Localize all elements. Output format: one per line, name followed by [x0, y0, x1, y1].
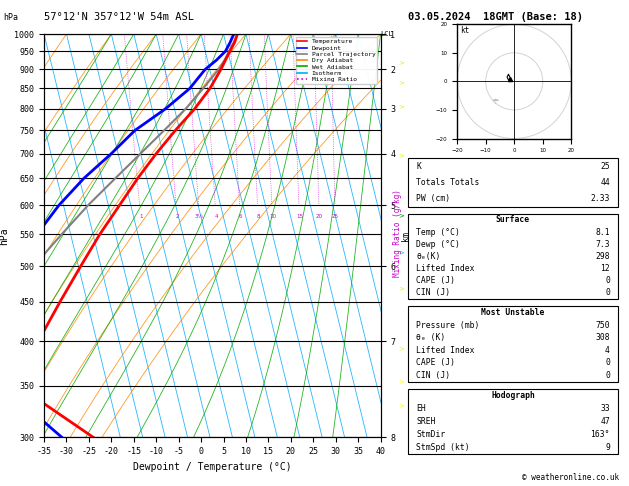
Text: θₑ (K): θₑ (K) [416, 333, 445, 342]
Text: 44: 44 [600, 178, 610, 187]
Text: LCL: LCL [381, 31, 393, 37]
Text: >: > [398, 378, 404, 384]
Text: Pressure (mb): Pressure (mb) [416, 320, 479, 330]
Text: © weatheronline.co.uk: © weatheronline.co.uk [523, 473, 620, 482]
Text: 57°12'N 357°12'W 54m ASL: 57°12'N 357°12'W 54m ASL [44, 12, 194, 22]
Text: PW (cm): PW (cm) [416, 194, 450, 203]
Text: hPa: hPa [3, 13, 18, 22]
Text: 03.05.2024  18GMT (Base: 18): 03.05.2024 18GMT (Base: 18) [408, 12, 582, 22]
Text: Mixing Ratio (g/kg): Mixing Ratio (g/kg) [393, 190, 402, 277]
Text: 4: 4 [214, 214, 218, 219]
Text: 20: 20 [316, 214, 323, 219]
Text: Lifted Index: Lifted Index [416, 264, 474, 273]
Text: ☂: ☂ [491, 97, 499, 106]
Text: 12: 12 [600, 264, 610, 273]
Text: K: K [416, 161, 421, 171]
Text: 0: 0 [605, 288, 610, 297]
Text: 163°: 163° [591, 430, 610, 439]
Text: >: > [398, 104, 404, 110]
Text: Surface: Surface [496, 215, 530, 225]
FancyBboxPatch shape [408, 306, 618, 382]
Text: 7.3: 7.3 [595, 240, 610, 249]
Text: kt: kt [460, 26, 469, 35]
Text: 1: 1 [139, 214, 142, 219]
Text: 15: 15 [296, 214, 303, 219]
Text: CIN (J): CIN (J) [416, 371, 450, 380]
Text: >: > [398, 346, 404, 352]
Text: 2.33: 2.33 [591, 194, 610, 203]
Text: 47: 47 [600, 417, 610, 426]
Text: 750: 750 [595, 320, 610, 330]
Text: CAPE (J): CAPE (J) [416, 358, 455, 367]
Text: StmSpd (kt): StmSpd (kt) [416, 443, 470, 452]
Text: 25: 25 [600, 161, 610, 171]
Text: Dewp (°C): Dewp (°C) [416, 240, 460, 249]
Text: Most Unstable: Most Unstable [481, 308, 545, 317]
Text: 0: 0 [605, 276, 610, 285]
Text: 33: 33 [600, 404, 610, 413]
Text: 10: 10 [269, 214, 276, 219]
Text: 308: 308 [595, 333, 610, 342]
Text: >: > [398, 212, 404, 219]
Text: 4: 4 [605, 346, 610, 355]
FancyBboxPatch shape [408, 214, 618, 299]
Y-axis label: km
ASL: km ASL [401, 228, 420, 243]
Text: >: > [398, 152, 404, 158]
Text: 2: 2 [175, 214, 179, 219]
Text: Totals Totals: Totals Totals [416, 178, 479, 187]
Text: 8.1: 8.1 [595, 227, 610, 237]
Text: 0: 0 [605, 371, 610, 380]
Text: 6: 6 [238, 214, 242, 219]
Text: 8: 8 [257, 214, 260, 219]
Text: 9: 9 [605, 443, 610, 452]
Text: CIN (J): CIN (J) [416, 288, 450, 297]
Text: Hodograph: Hodograph [491, 391, 535, 400]
Y-axis label: hPa: hPa [0, 227, 9, 244]
Text: 3⅓: 3⅓ [195, 214, 204, 219]
Text: CAPE (J): CAPE (J) [416, 276, 455, 285]
Text: 298: 298 [595, 252, 610, 261]
Text: >: > [398, 402, 404, 408]
Text: 25: 25 [331, 214, 339, 219]
Text: 0: 0 [605, 358, 610, 367]
FancyBboxPatch shape [408, 389, 618, 454]
Text: StmDir: StmDir [416, 430, 445, 439]
Text: >: > [398, 249, 404, 255]
X-axis label: Dewpoint / Temperature (°C): Dewpoint / Temperature (°C) [133, 462, 292, 472]
Text: EH: EH [416, 404, 426, 413]
Legend: Temperature, Dewpoint, Parcel Trajectory, Dry Adiabat, Wet Adiabat, Isotherm, Mi: Temperature, Dewpoint, Parcel Trajectory… [296, 37, 377, 84]
Text: Temp (°C): Temp (°C) [416, 227, 460, 237]
Text: Lifted Index: Lifted Index [416, 346, 474, 355]
Text: θₑ(K): θₑ(K) [416, 252, 440, 261]
FancyBboxPatch shape [408, 158, 618, 207]
Text: SREH: SREH [416, 417, 435, 426]
Text: >: > [398, 285, 404, 291]
Text: >: > [398, 59, 404, 65]
Text: >: > [398, 79, 404, 86]
